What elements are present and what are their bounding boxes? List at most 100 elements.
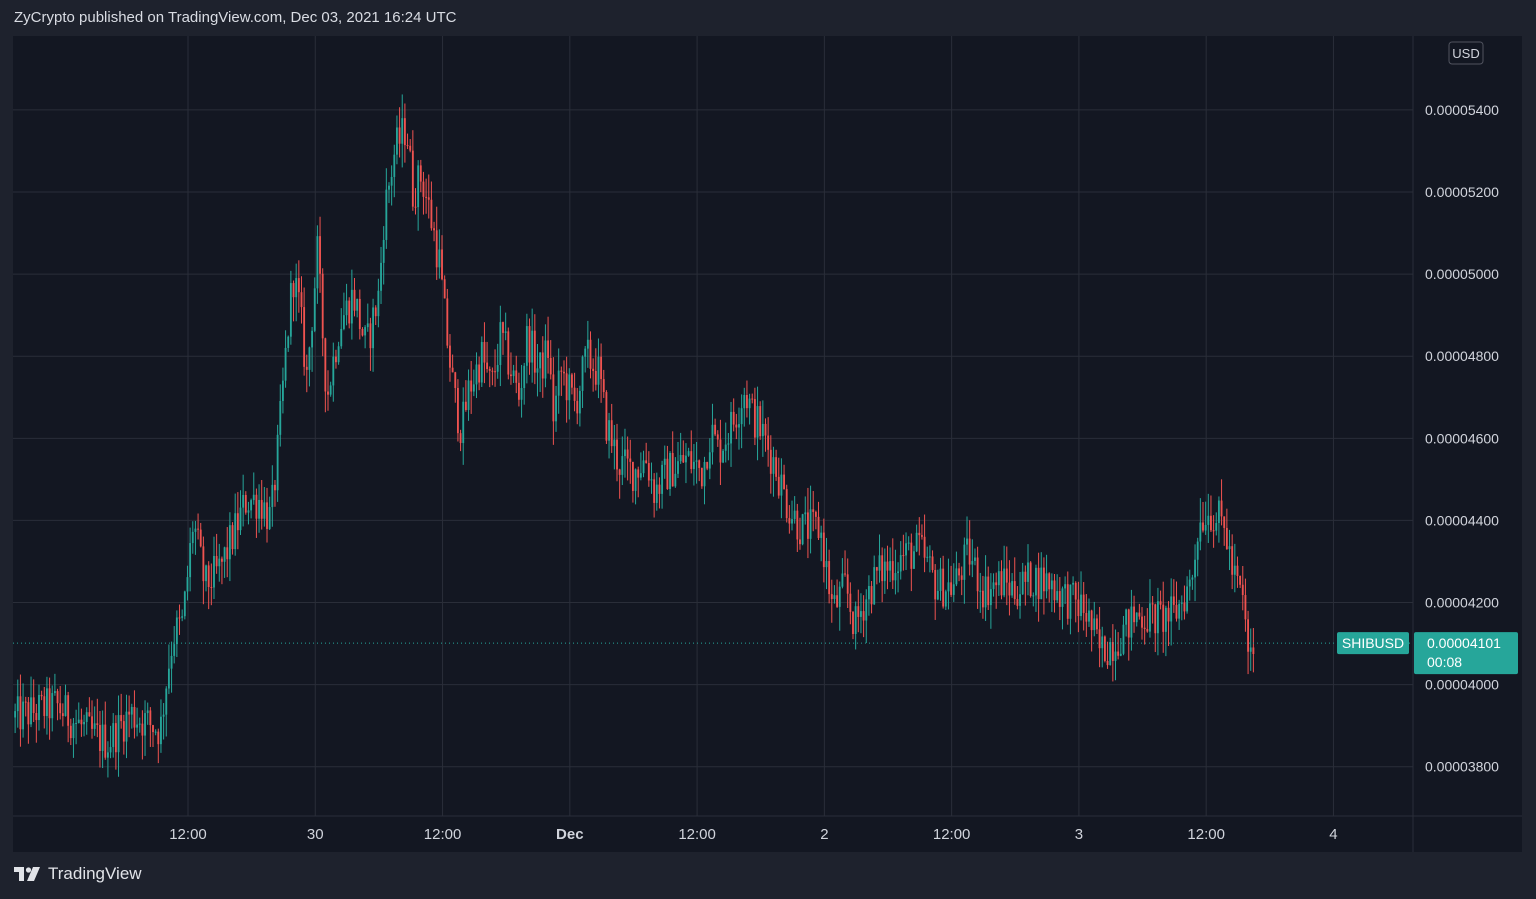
candle: [120, 693, 123, 729]
candle: [897, 562, 900, 593]
candle-body: [581, 356, 584, 391]
candle-body: [899, 555, 902, 572]
candle-body: [1143, 627, 1146, 630]
candle: [1032, 592, 1035, 607]
candle: [1162, 581, 1165, 653]
candle: [19, 674, 22, 747]
candle-body: [425, 196, 428, 198]
candle: [186, 565, 189, 601]
chart-area[interactable]: 0.00003800 0.00004000 0.00004200 0.00004400…: [13, 36, 1522, 852]
candle: [942, 555, 945, 609]
candle-body: [1042, 567, 1045, 592]
candle-body: [942, 568, 945, 607]
candle-body: [841, 573, 844, 587]
candle: [547, 316, 550, 374]
candle: [581, 355, 584, 408]
candle-body: [785, 489, 788, 519]
candlestick-chart[interactable]: 0.00003800 0.00004000 0.00004200 0.00004400…: [13, 36, 1522, 852]
candle-body: [372, 307, 375, 349]
candle-body: [1223, 516, 1226, 528]
candle-body: [207, 565, 210, 588]
candle-body: [274, 484, 276, 491]
candle: [997, 561, 1000, 596]
candle: [1204, 501, 1207, 535]
candle-body: [944, 591, 947, 607]
candle: [1225, 508, 1228, 550]
candle-body: [597, 356, 600, 385]
candle-body: [382, 239, 385, 263]
candle: [1056, 574, 1059, 603]
candle-body: [152, 725, 154, 733]
candle-body: [210, 587, 213, 589]
candle-body: [419, 165, 422, 182]
candle-body: [1196, 541, 1199, 560]
candle: [1119, 638, 1122, 657]
candle-body: [213, 555, 215, 588]
time-axis[interactable]: 12:00 30 12:00 Dec 12:00 2 12:00 3 12:00 4: [169, 826, 1337, 843]
candle: [109, 725, 112, 759]
candle: [93, 706, 96, 736]
candle-body: [422, 181, 425, 197]
candle: [989, 573, 992, 629]
candle: [828, 549, 831, 604]
candle: [141, 710, 144, 760]
candle: [276, 424, 279, 502]
candle: [1215, 512, 1218, 536]
candle-body: [1212, 530, 1215, 532]
candle: [950, 565, 953, 597]
candle: [870, 580, 873, 614]
currency-badge-bg[interactable]: [1448, 41, 1484, 65]
candle: [525, 313, 528, 384]
candle: [809, 485, 812, 554]
candle-body: [329, 385, 332, 395]
candle-body: [981, 590, 984, 608]
candle: [862, 595, 865, 638]
price-axis[interactable]: 0.00003800 0.00004000 0.00004200 0.00004400…: [1425, 36, 1499, 775]
candle: [753, 387, 756, 446]
candle-body: [1172, 596, 1175, 605]
candle: [1114, 629, 1117, 681]
candle-body: [353, 289, 356, 311]
candle: [449, 334, 451, 382]
candle-body: [515, 370, 518, 383]
candle: [210, 563, 213, 606]
candle-body: [456, 387, 459, 434]
candle: [409, 139, 412, 153]
candle: [300, 276, 303, 324]
candle: [777, 457, 780, 499]
candle-body: [231, 525, 234, 550]
candle-body: [852, 611, 854, 635]
candle-body: [552, 374, 555, 422]
candle: [411, 130, 414, 211]
currency-badge[interactable]: USD: [1452, 46, 1479, 61]
candle: [947, 558, 950, 610]
candle: [284, 330, 287, 388]
candle-body: [671, 452, 674, 487]
candle: [1196, 537, 1199, 577]
candle-body: [414, 206, 417, 208]
candle: [390, 165, 393, 206]
candle: [443, 275, 446, 299]
candle: [1236, 556, 1239, 588]
candle: [170, 641, 173, 693]
candle: [610, 403, 613, 453]
candle: [266, 487, 268, 543]
tradingview-footer[interactable]: TradingView: [14, 864, 142, 884]
candle: [928, 545, 931, 573]
candle: [308, 346, 311, 387]
candle-body: [870, 586, 873, 605]
candle-body: [812, 509, 815, 512]
candle: [122, 714, 125, 755]
candle: [602, 369, 605, 398]
candle: [1154, 603, 1157, 653]
candle-body: [358, 298, 361, 330]
candle: [724, 422, 727, 463]
candle: [1207, 493, 1210, 543]
time-tick-label: 4: [1329, 826, 1337, 843]
candle-body: [409, 145, 412, 151]
candle-body: [1239, 575, 1242, 585]
candle-body: [77, 719, 80, 723]
candle: [189, 527, 192, 592]
candle-body: [1037, 567, 1040, 600]
candle-body: [979, 590, 982, 592]
